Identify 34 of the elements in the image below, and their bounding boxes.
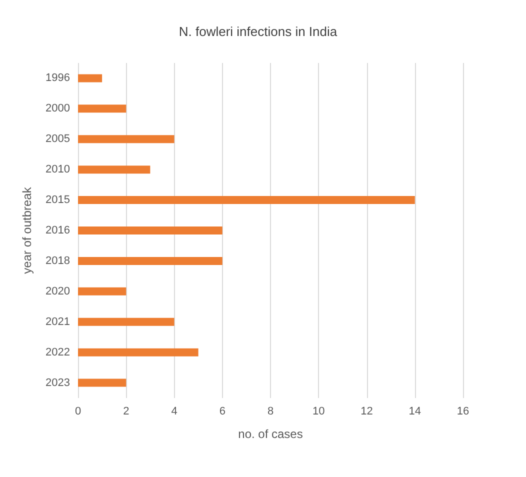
x-tick-label: 8 — [267, 406, 274, 418]
bar — [78, 378, 126, 387]
bar — [78, 196, 415, 204]
y-tick-label: 2022 — [46, 346, 70, 358]
x-axis-title: no. of cases — [238, 427, 303, 441]
y-tick-label: 2023 — [46, 376, 70, 389]
y-tick-label: 2015 — [46, 194, 70, 206]
bar — [78, 104, 126, 113]
x-tick-label: 2 — [123, 406, 130, 418]
y-tick-label: 2018 — [46, 254, 70, 267]
x-tick-label: 0 — [74, 406, 82, 418]
bar — [78, 287, 126, 296]
bar — [78, 74, 102, 82]
bar — [78, 256, 222, 265]
y-tick-label: 2000 — [46, 102, 70, 115]
bar — [78, 318, 174, 326]
bar — [78, 166, 150, 174]
y-tick-label: 2020 — [46, 285, 70, 298]
chart-title: N. fowleri infections in India — [178, 24, 338, 39]
x-tick-label: 4 — [171, 406, 178, 418]
y-tick-label: 2010 — [46, 164, 70, 176]
x-tick-label: 16 — [456, 406, 470, 418]
bar — [78, 135, 174, 144]
y-tick-label: 1996 — [46, 72, 70, 84]
y-tick-label: 2021 — [46, 316, 70, 328]
y-tick-label: 2005 — [46, 133, 70, 146]
x-tick-label: 10 — [312, 406, 325, 418]
x-tick-label: 12 — [360, 406, 373, 418]
x-tick-label: 14 — [408, 406, 421, 418]
bar — [78, 348, 198, 356]
y-tick-label: 2016 — [46, 224, 70, 236]
y-axis-title: year of outbreak — [20, 186, 34, 274]
bar — [78, 226, 222, 234]
x-tick-label: 6 — [219, 406, 226, 418]
